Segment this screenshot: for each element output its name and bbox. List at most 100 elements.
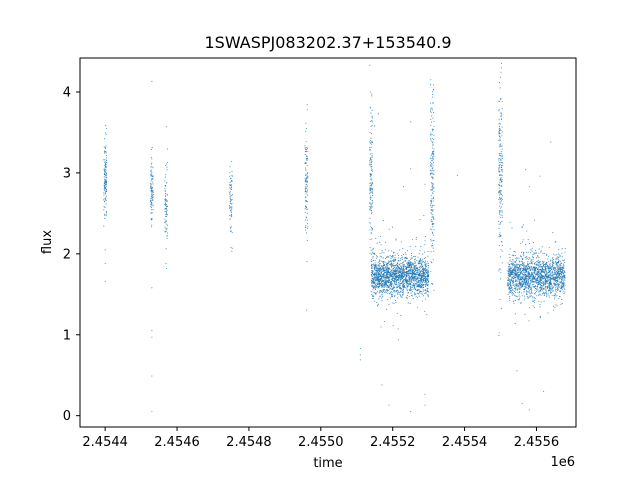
data-point [395,275,397,277]
data-point [543,264,545,266]
data-point [229,166,231,168]
data-point [106,159,108,162]
data-point [387,268,390,270]
data-point [429,157,432,159]
data-point [426,279,428,281]
data-point [520,242,522,244]
data-point [546,287,548,289]
data-point [398,274,401,276]
data-point [397,276,399,278]
data-point [534,275,536,278]
data-point [562,277,564,280]
data-point [511,254,513,256]
data-point [415,269,417,271]
data-point [369,229,371,231]
data-point [372,278,374,280]
data-point [534,281,536,283]
data-point [538,274,540,276]
data-point [513,293,515,295]
data-point [431,220,433,222]
data-point [515,259,517,261]
data-point [528,256,530,258]
data-point [525,287,527,289]
data-point [514,292,516,294]
data-point [359,347,361,350]
data-point [552,305,554,307]
data-point [540,281,542,283]
data-point [553,262,555,264]
data-point [534,297,536,299]
data-point [407,283,409,285]
data-point [422,270,424,272]
data-point [373,279,375,281]
data-point [418,272,420,274]
data-point [397,282,400,284]
data-point [427,255,429,257]
data-point [524,283,526,285]
data-point [547,269,549,271]
data-point [519,268,521,270]
data-point [519,263,522,265]
data-point [507,262,509,264]
data-point [546,294,548,296]
data-point [545,277,547,279]
data-point [523,262,525,264]
data-point [526,268,528,270]
data-point [230,214,232,216]
data-point [430,166,432,168]
data-point [407,272,410,274]
data-point [152,199,154,201]
data-point [373,263,375,265]
data-point [164,180,166,182]
data-point [499,179,501,181]
data-point [430,202,432,205]
data-point [499,76,502,78]
data-point [432,144,434,146]
data-point [379,291,381,293]
data-point [529,294,531,296]
data-point [558,267,560,269]
data-point [500,193,502,195]
data-point [408,263,410,265]
data-point [380,275,382,277]
y-tick-label: 1 [63,328,71,343]
data-point [427,285,429,287]
data-point [430,107,432,109]
data-point [399,274,401,277]
data-point [432,111,435,114]
data-point [164,226,166,228]
data-point [369,173,371,175]
data-point [521,270,523,272]
data-point [533,266,535,268]
data-point [519,273,521,276]
data-point [407,267,409,269]
data-point [526,275,528,277]
data-point [370,259,372,261]
data-point [528,286,530,288]
data-point [551,257,554,259]
data-point [371,206,373,208]
data-point [423,269,425,271]
data-point [542,275,544,277]
data-point [405,260,407,262]
data-point [558,278,560,280]
data-point [382,290,384,293]
data-point [546,271,548,273]
data-point [562,282,564,285]
data-point [419,282,421,284]
data-point [104,206,106,208]
data-point [501,206,503,208]
data-point [389,281,391,283]
data-point [431,128,433,130]
data-point [524,274,526,276]
data-point [420,246,422,248]
data-point [500,221,502,223]
data-point [386,264,388,266]
data-point [306,147,308,149]
data-point [396,262,398,264]
data-point [498,236,500,238]
data-point [396,279,398,281]
data-point [306,155,308,157]
data-point [151,375,153,377]
data-point [547,274,549,276]
